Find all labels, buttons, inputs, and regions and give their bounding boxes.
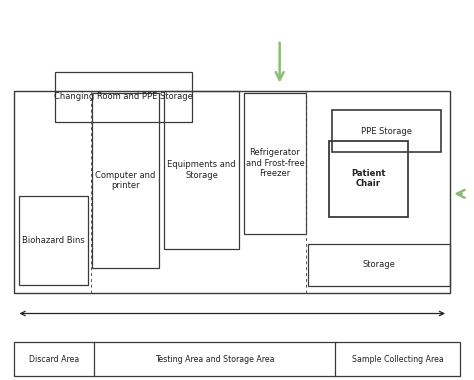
Text: Discard Area: Discard Area [29, 355, 80, 364]
Bar [19, 196, 88, 285]
Text: Sample Collecting Area: Sample Collecting Area [352, 355, 443, 364]
Text: Testing Area and Storage Area: Testing Area and Storage Area [155, 355, 274, 364]
Bar [92, 93, 159, 268]
Text: Biohazard Bins: Biohazard Bins [22, 236, 85, 245]
Text: PPE Storage: PPE Storage [361, 127, 412, 136]
Text: Patient
Chair: Patient Chair [351, 169, 386, 188]
Text: Refrigerator
and Frost-free
Freezer: Refrigerator and Frost-free Freezer [246, 149, 304, 178]
Bar [329, 141, 408, 217]
Bar [308, 244, 450, 286]
Bar [55, 72, 192, 122]
Bar [164, 91, 239, 249]
Text: Computer and
printer: Computer and printer [95, 171, 156, 190]
Bar [14, 91, 450, 293]
Text: Changing Room and PPE Storage: Changing Room and PPE Storage [54, 92, 192, 101]
Bar [14, 342, 460, 376]
Bar [332, 110, 441, 152]
Text: Equipments and
Storage: Equipments and Storage [167, 160, 236, 180]
Bar [244, 93, 306, 234]
Text: Storage: Storage [363, 260, 396, 269]
